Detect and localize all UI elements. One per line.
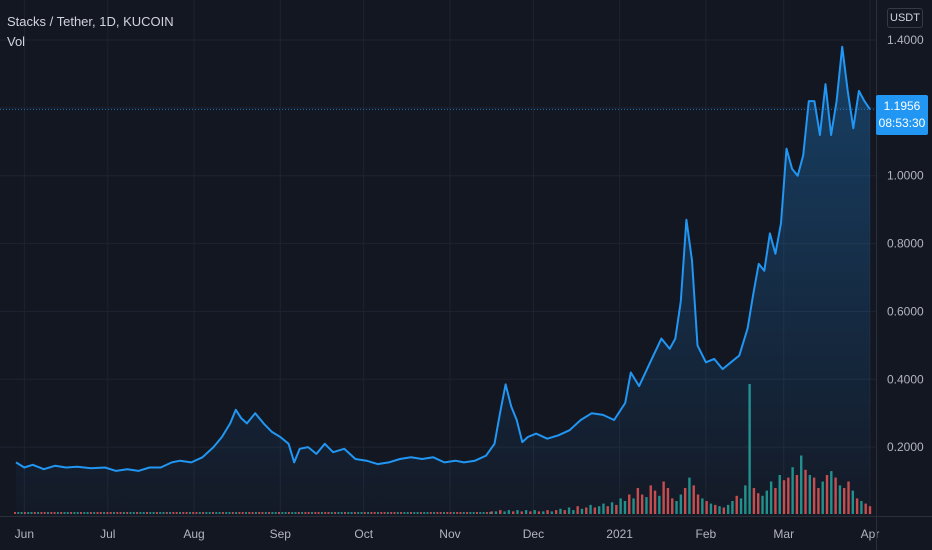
y-tick-label: 0.8000 [887,237,924,251]
x-tick-label: Sep [270,527,292,541]
symbol-title[interactable]: Stacks / Tether, 1D, KUCOIN [7,14,174,29]
x-tick-label: Dec [523,527,544,541]
x-tick-label: 2021 [606,527,633,541]
y-tick-label: 0.6000 [887,304,924,318]
x-tick-label: Aug [183,527,204,541]
y-tick-label: 1.4000 [887,33,924,47]
y-tick-label: 0.2000 [887,440,924,454]
x-tick-label: Mar [773,527,794,541]
x-tick-label: Nov [439,527,460,541]
last-price-value: 1.1956 [883,99,921,113]
y-tick-label: 0.4000 [887,372,924,386]
price-area-fill [16,46,870,517]
x-tick-label: Jun [15,527,34,541]
x-tick-label: Feb [696,527,717,541]
volume-bar [14,512,16,514]
price-line[interactable] [15,45,871,472]
chart-legend: Stacks / Tether, 1D, KUCOIN Vol [7,12,174,52]
x-tick-label: Jul [100,527,115,541]
x-tick-label: Oct [354,527,373,541]
volume-indicator-label[interactable]: Vol [7,34,26,49]
currency-unit-label[interactable]: USDT [887,8,923,28]
y-tick-label: 1.0000 [887,169,924,183]
bar-countdown: 08:53:30 [878,116,926,130]
x-tick-label: Apr [861,527,880,541]
last-price-tag: 1.1956 08:53:30 [876,95,928,135]
